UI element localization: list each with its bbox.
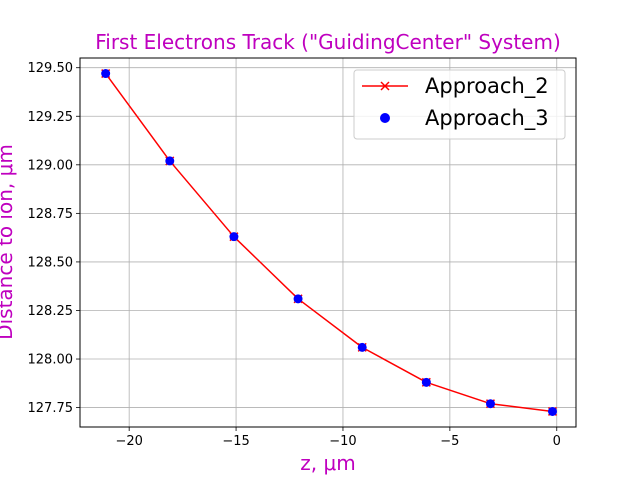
point-approach-3 <box>357 342 367 352</box>
point-approach-3 <box>485 399 495 409</box>
series-line-approach-2 <box>105 73 553 413</box>
point-approach-3 <box>101 69 111 79</box>
legend-box <box>353 69 566 140</box>
plot-area <box>101 69 558 416</box>
y-tick-label: 128.75 <box>28 207 74 222</box>
y-tick-label: 127.75 <box>28 401 74 416</box>
point-approach-3 <box>547 406 557 416</box>
axes-frame <box>79 57 577 428</box>
y-tick-label: 128.00 <box>28 353 74 368</box>
x-tick-label: 0 <box>553 434 561 449</box>
chart-title: First Electrons Track ("GuidingCenter" S… <box>95 30 561 54</box>
y-tick-label: 129.25 <box>28 110 74 125</box>
x-tick-label: −15 <box>222 434 249 449</box>
legend-label-approach-3: Approach_3 <box>425 106 549 131</box>
legend-marker-approach-3 <box>380 113 390 123</box>
x-tick-label: −20 <box>115 434 142 449</box>
x-axis-label: z, μm <box>300 451 355 475</box>
x-tick-label: −5 <box>440 434 459 449</box>
point-approach-3 <box>229 232 239 242</box>
point-approach-3 <box>293 294 303 304</box>
y-axis: 127.75 128.00 128.25 128.50 128.75 129.00 129.… <box>28 61 80 416</box>
y-tick-label: 129.50 <box>28 61 74 76</box>
y-tick-label: 129.00 <box>28 158 74 173</box>
legend-label-approach-2: Approach_2 <box>425 74 549 99</box>
point-approach-3 <box>421 377 431 387</box>
legend: Approach_2 Approach_3 <box>353 69 566 140</box>
x-axis: −20 −15 −10 −5 0 <box>115 427 561 449</box>
legend-marker-approach-2 <box>380 81 390 91</box>
x-tick-label: −10 <box>329 434 356 449</box>
grid <box>80 58 576 427</box>
y-axis-label: Distance to ion, μm <box>0 144 17 340</box>
y-tick-label: 128.25 <box>28 304 74 319</box>
y-tick-label: 128.50 <box>28 255 74 270</box>
point-approach-3 <box>165 156 175 166</box>
